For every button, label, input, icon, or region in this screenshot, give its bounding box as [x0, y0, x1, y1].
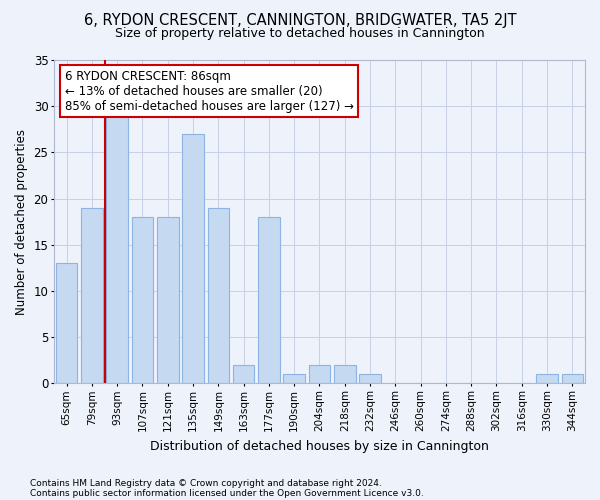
Bar: [81, 208, 103, 384]
Bar: [258, 217, 280, 384]
Bar: [334, 365, 356, 384]
Bar: [283, 374, 305, 384]
X-axis label: Distribution of detached houses by size in Cannington: Distribution of detached houses by size …: [150, 440, 489, 452]
Y-axis label: Number of detached properties: Number of detached properties: [15, 128, 28, 314]
Bar: [157, 217, 179, 384]
Text: Contains public sector information licensed under the Open Government Licence v3: Contains public sector information licen…: [30, 488, 424, 498]
Bar: [233, 365, 254, 384]
Bar: [536, 374, 558, 384]
Text: Size of property relative to detached houses in Cannington: Size of property relative to detached ho…: [115, 28, 485, 40]
Bar: [132, 217, 153, 384]
Bar: [309, 365, 330, 384]
Bar: [208, 208, 229, 384]
Bar: [359, 374, 381, 384]
Bar: [562, 374, 583, 384]
Text: Contains HM Land Registry data © Crown copyright and database right 2024.: Contains HM Land Registry data © Crown c…: [30, 478, 382, 488]
Text: 6, RYDON CRESCENT, CANNINGTON, BRIDGWATER, TA5 2JT: 6, RYDON CRESCENT, CANNINGTON, BRIDGWATE…: [83, 12, 517, 28]
Bar: [182, 134, 204, 384]
Bar: [106, 116, 128, 384]
Text: 6 RYDON CRESCENT: 86sqm
← 13% of detached houses are smaller (20)
85% of semi-de: 6 RYDON CRESCENT: 86sqm ← 13% of detache…: [65, 70, 353, 112]
Bar: [56, 264, 77, 384]
